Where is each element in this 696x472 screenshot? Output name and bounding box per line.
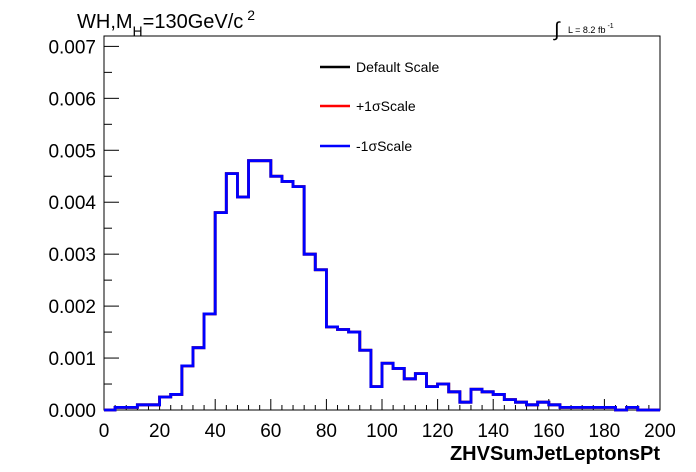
y-tick-label: 0.003 <box>48 245 96 266</box>
x-tick-label: 20 <box>149 421 170 442</box>
x-tick-label: 100 <box>366 421 398 442</box>
x-tick-label: 120 <box>422 421 454 442</box>
x-tick-label: 180 <box>589 421 621 442</box>
x-tick-label: 140 <box>477 421 509 442</box>
x-tick-label: 160 <box>533 421 565 442</box>
x-tick-label: 200 <box>644 421 676 442</box>
y-tick-label: 0.006 <box>48 89 96 110</box>
legend: Default Scale +1σScale -1σScale <box>320 59 439 154</box>
lumi-superscript: -1 <box>607 23 613 30</box>
legend-label-default: Default Scale <box>356 59 439 75</box>
y-tick-label: 0.005 <box>48 141 96 162</box>
x-tick-label: 80 <box>316 421 337 442</box>
x-axis: 0 20 40 60 80 100 120 140 160 180 200 <box>99 399 676 442</box>
x-axis-label: ZHVSumJetLeptonsPt <box>450 443 660 465</box>
lumi-label: L = 8.2 fb -1 <box>568 23 614 35</box>
title-superscript: 2 <box>247 7 255 23</box>
x-tick-label: 40 <box>205 421 226 442</box>
legend-label-plus1sigma: +1σScale <box>356 98 416 114</box>
y-tick-label: 0.004 <box>48 193 96 214</box>
y-tick-label: 0.001 <box>48 349 96 370</box>
plot-frame <box>103 35 661 411</box>
legend-label-minus1sigma: -1σScale <box>356 138 412 154</box>
lumi-integral-icon: ∫ <box>553 19 561 41</box>
y-axis: 0.000 0.001 0.002 0.003 0.004 0.005 0.006 0.007 <box>48 37 119 422</box>
chart-title: WH,MH=130GeV/c 2 <box>77 7 255 39</box>
y-tick-label: 0.002 <box>48 297 96 318</box>
series-line-minus1sigma-scale <box>104 159 660 412</box>
x-tick-label: 0 <box>99 421 110 442</box>
y-tick-label: 0.007 <box>48 37 96 58</box>
y-tick-label: 0.000 <box>48 401 96 422</box>
series-layer <box>104 159 660 412</box>
x-tick-label: 60 <box>260 421 281 442</box>
title-subscript: H <box>133 23 143 39</box>
